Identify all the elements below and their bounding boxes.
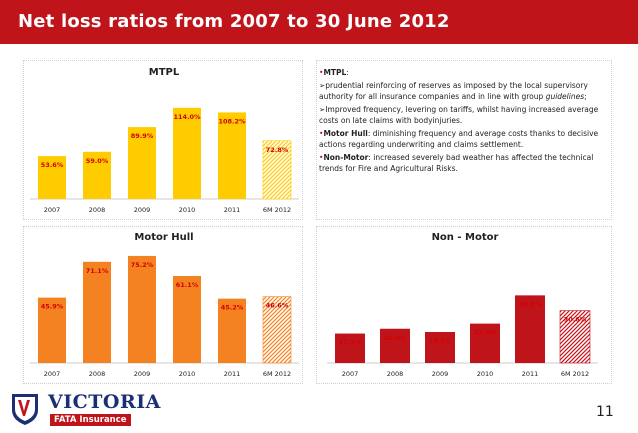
- note-hull: •Motor Hull: diminishing frequency and a…: [319, 128, 609, 150]
- value-label: 61.1%: [176, 281, 199, 289]
- note-mtpl-line1-text: prudential reinforcing of reserves as im…: [319, 81, 588, 101]
- shield-logo-icon: [12, 394, 38, 425]
- category-label: 2011: [224, 206, 241, 214]
- bar-2008: [83, 261, 111, 363]
- note-hull-head: Motor Hull: [323, 129, 368, 138]
- value-label: 89.9%: [131, 132, 154, 140]
- category-label: 2007: [44, 370, 61, 378]
- motor-hull-chart-panel: Motor Hull 45.9% 2007 71.1% 2008 75.2% 2009 61.…: [23, 226, 303, 384]
- note-mtpl-line2: ➢Improved frequency, levering on tariffs…: [319, 104, 609, 126]
- note-mtpl-line1: ➢prudential reinforcing of reserves as i…: [319, 80, 609, 102]
- value-label: 20.0%: [384, 334, 407, 342]
- bullet-marker: •: [319, 129, 324, 138]
- bar-2010: [173, 107, 201, 199]
- arrow-bullet-icon: ➢: [319, 105, 326, 114]
- category-label: 2010: [477, 370, 494, 378]
- bullet-marker: •: [319, 153, 324, 162]
- category-label: 2009: [432, 370, 449, 378]
- category-label: 6M 2012: [263, 370, 291, 378]
- page-number: 11: [596, 404, 614, 420]
- title-bar: Net loss ratios from 2007 to 30 June 201…: [0, 0, 638, 44]
- bar-6m-2012: [559, 310, 591, 364]
- value-label: 17.2%: [339, 339, 362, 347]
- arrow-bullet-icon: ➢: [319, 81, 326, 90]
- value-label: 45.2%: [221, 304, 244, 312]
- category-label: 2007: [44, 206, 61, 214]
- note-mtpl-head-suffix: :: [346, 68, 349, 77]
- mtpl-chart: MTPL 53.6% 2007 59.0% 2008 89.9% 2009 114.0% 201…: [30, 67, 299, 214]
- logo-subtitle: FATA Insurance: [50, 414, 131, 426]
- bar-2010: [470, 323, 500, 363]
- value-label: 75.2%: [131, 261, 154, 269]
- page-title: Net loss ratios from 2007 to 30 June 201…: [18, 11, 450, 32]
- category-label: 2010: [179, 370, 196, 378]
- category-label: 2009: [134, 370, 151, 378]
- category-label: 2008: [387, 370, 404, 378]
- note-nonmotor-text: : increased severely bad weather has aff…: [319, 153, 594, 173]
- bar-2007: [38, 156, 66, 199]
- motor-hull-chart: Motor Hull 45.9% 2007 71.1% 2008 75.2% 2009 61.…: [30, 232, 299, 378]
- chart-title: Non - Motor: [432, 232, 499, 243]
- note-nonmotor: •Non-Motor: increased severely bad weath…: [319, 152, 609, 174]
- bar-2007: [335, 333, 365, 363]
- bar-2011: [218, 112, 246, 199]
- value-label: 45.9%: [41, 303, 64, 311]
- bar-2008: [83, 151, 111, 199]
- notes-panel: •MTPL: ➢prudential reinforcing of reserv…: [316, 60, 612, 220]
- chart-title: MTPL: [149, 67, 180, 78]
- category-label: 2008: [89, 206, 106, 214]
- value-label: 53.6%: [41, 161, 64, 169]
- category-label: 2011: [224, 370, 241, 378]
- bar-2007: [38, 297, 66, 363]
- value-label: 39.5%: [519, 300, 542, 308]
- value-label: 23.0%: [474, 329, 497, 337]
- bar-2011: [218, 298, 246, 363]
- note-mtpl-line1-italic: guidelines: [545, 92, 585, 101]
- category-label: 2007: [342, 370, 359, 378]
- note-mtpl-head: MTPL: [323, 68, 347, 77]
- category-label: 2011: [522, 370, 539, 378]
- value-label: 59.0%: [86, 157, 109, 165]
- value-label: 18.1%: [429, 337, 452, 345]
- bar-2009: [128, 255, 156, 363]
- value-label: 30.6%: [564, 316, 587, 324]
- bullet-marker: •: [319, 68, 324, 77]
- non-motor-chart: Non - Motor 17.2% 2007 20.0% 2008 18.1% 2009 23…: [327, 232, 598, 378]
- category-label: 2008: [89, 370, 106, 378]
- bar-6m-2012: [262, 296, 292, 364]
- value-label: 46.6%: [266, 302, 289, 310]
- mtpl-chart-panel: MTPL 53.6% 2007 59.0% 2008 89.9% 2009 114.0% 201…: [23, 60, 303, 220]
- company-logo: VICTORIA FATA Insurance: [10, 389, 160, 429]
- value-label: 114.0%: [173, 113, 201, 121]
- value-label: 108.2%: [218, 117, 246, 125]
- value-label: 72.8%: [266, 146, 289, 154]
- bar-2009: [128, 127, 156, 199]
- bar-2009: [425, 332, 455, 363]
- note-mtpl-line1-end: ;: [584, 92, 587, 101]
- note-hull-text: : diminishing frequency and average cost…: [319, 129, 599, 149]
- note-mtpl: •MTPL:: [319, 67, 609, 78]
- bar-2010: [173, 276, 201, 363]
- chart-title: Motor Hull: [134, 232, 193, 243]
- bar-2008: [380, 328, 410, 363]
- bar-6m-2012: [262, 140, 292, 200]
- category-label: 6M 2012: [561, 370, 589, 378]
- non-motor-chart-panel: Non - Motor 17.2% 2007 20.0% 2008 18.1% 2009 23…: [316, 226, 612, 384]
- logo-name: VICTORIA: [48, 391, 161, 413]
- category-label: 2009: [134, 206, 151, 214]
- category-label: 2010: [179, 206, 196, 214]
- value-label: 71.1%: [86, 267, 109, 275]
- note-mtpl-line2-text: Improved frequency, levering on tariffs,…: [319, 105, 599, 125]
- note-nonmotor-head: Non-Motor: [323, 153, 369, 162]
- bar-2011: [515, 295, 545, 363]
- category-label: 6M 2012: [263, 206, 291, 214]
